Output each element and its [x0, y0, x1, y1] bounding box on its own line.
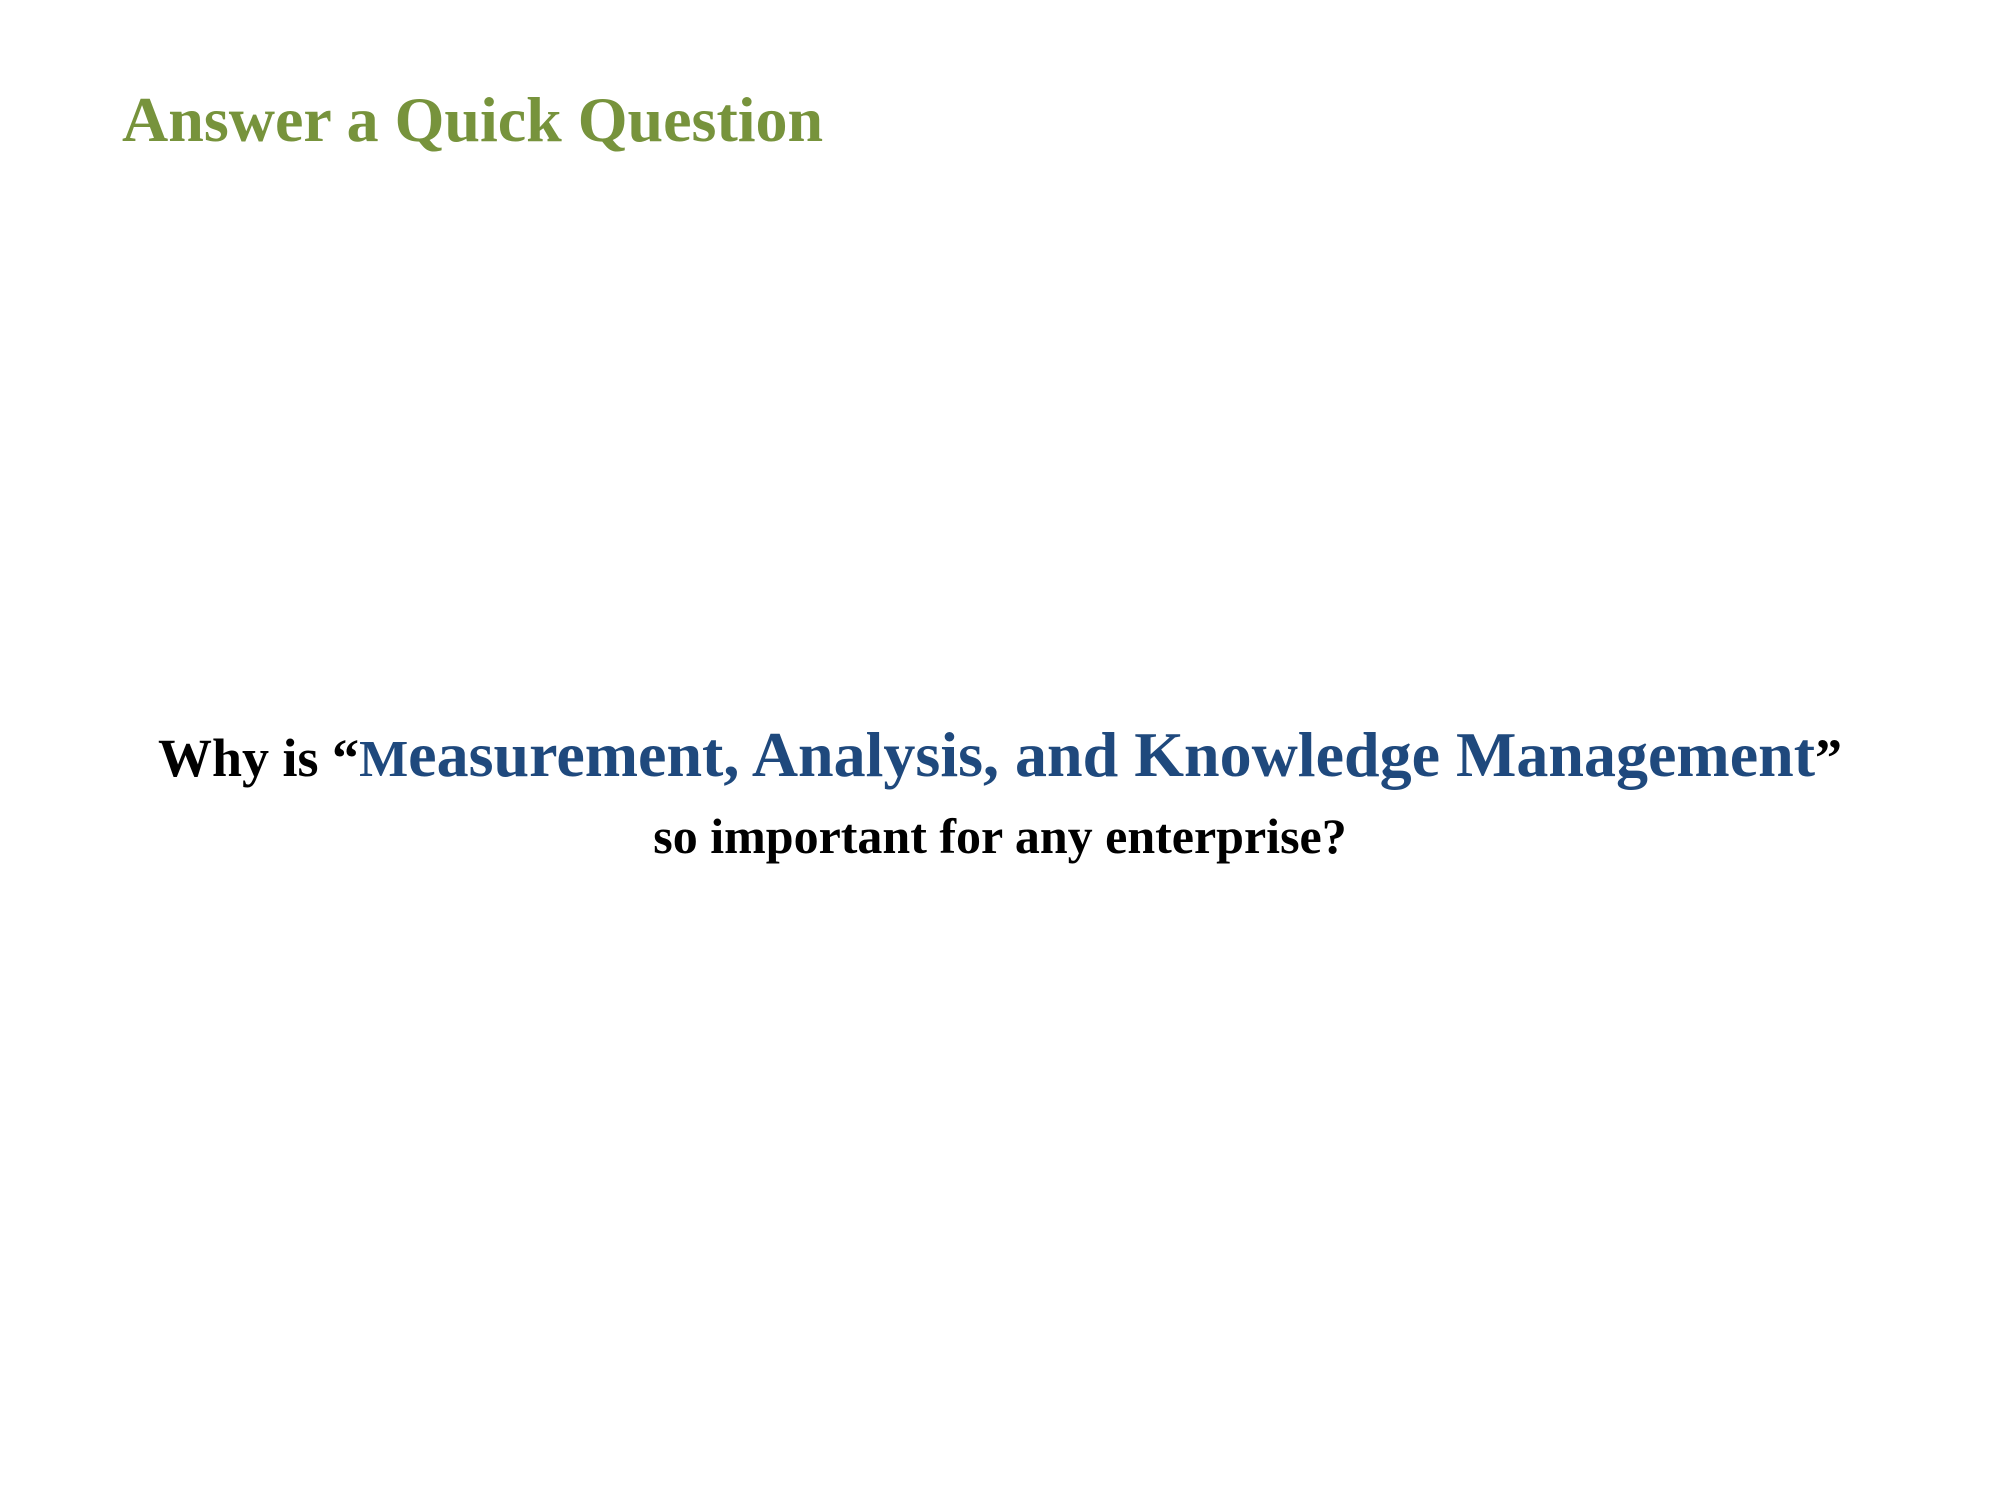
slide-title: Answer a Quick Question: [122, 84, 824, 155]
question-prefix: Why is “: [158, 728, 360, 788]
question-line-2: so important for any enterprise?: [653, 808, 1347, 864]
topic-text: easurement, Analysis, and Knowledge Mana…: [408, 719, 1815, 790]
closing-quote: ”: [1815, 728, 1842, 788]
question-line-1: Why is “Measurement, Analysis, and Knowl…: [0, 715, 2000, 800]
topic-first-letter: M: [359, 731, 409, 788]
question-block: Why is “Measurement, Analysis, and Knowl…: [0, 715, 2000, 872]
